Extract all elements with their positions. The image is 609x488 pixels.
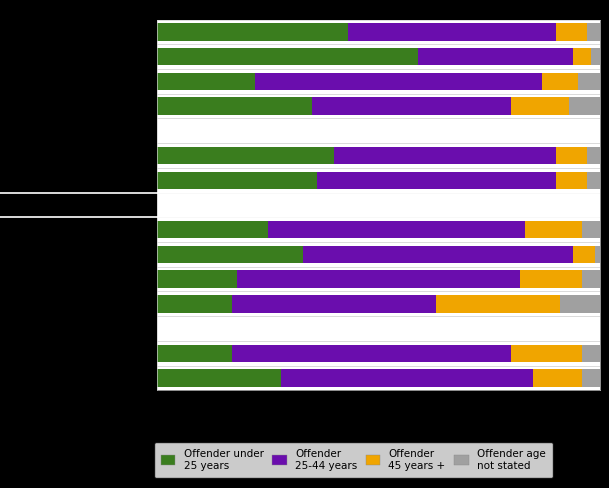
Bar xyxy=(157,147,334,164)
Bar xyxy=(533,369,582,386)
Bar xyxy=(157,221,268,238)
Bar xyxy=(512,98,569,115)
Bar xyxy=(303,246,573,263)
Bar xyxy=(237,270,520,288)
Bar xyxy=(591,48,600,65)
Bar xyxy=(555,23,586,41)
Bar xyxy=(573,246,596,263)
Bar xyxy=(157,172,317,189)
Legend: Offender under
25 years, Offender
25-44 years, Offender
45 years +, Offender age: Offender under 25 years, Offender 25-44 … xyxy=(153,442,553,478)
Bar xyxy=(555,147,586,164)
Bar xyxy=(586,172,600,189)
Bar xyxy=(157,345,233,362)
Bar xyxy=(555,172,586,189)
Bar xyxy=(157,270,237,288)
Bar xyxy=(418,48,573,65)
Bar xyxy=(586,147,600,164)
Bar xyxy=(312,98,512,115)
Bar xyxy=(596,246,600,263)
Bar xyxy=(586,23,600,41)
Bar xyxy=(157,295,233,312)
Bar xyxy=(512,345,582,362)
Bar xyxy=(281,369,533,386)
Bar xyxy=(233,295,436,312)
Bar xyxy=(157,48,418,65)
Bar xyxy=(524,221,582,238)
Bar xyxy=(582,270,600,288)
Bar xyxy=(157,73,255,90)
Bar xyxy=(582,345,600,362)
Bar xyxy=(157,246,303,263)
Bar xyxy=(542,73,578,90)
Bar xyxy=(255,73,542,90)
Bar xyxy=(582,369,600,386)
Bar xyxy=(233,345,512,362)
Bar xyxy=(157,98,312,115)
Bar xyxy=(334,147,555,164)
Bar xyxy=(157,369,281,386)
Bar xyxy=(573,48,591,65)
Bar xyxy=(578,73,600,90)
Bar xyxy=(560,295,600,312)
Bar xyxy=(582,221,600,238)
Bar xyxy=(348,23,555,41)
Bar xyxy=(317,172,555,189)
Bar xyxy=(569,98,600,115)
Bar xyxy=(520,270,582,288)
Bar xyxy=(436,295,560,312)
Bar xyxy=(268,221,524,238)
Bar xyxy=(157,23,348,41)
